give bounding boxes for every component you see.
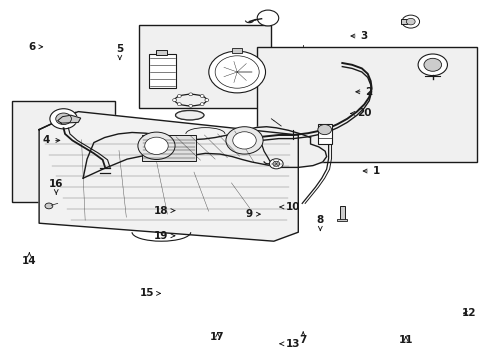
Bar [149, 54, 176, 88]
Polygon shape [58, 115, 81, 123]
Bar [142, 135, 195, 161]
Bar [339, 206, 344, 220]
Circle shape [204, 99, 208, 102]
Text: 19: 19 [154, 231, 174, 241]
Circle shape [269, 159, 283, 169]
Circle shape [45, 203, 53, 209]
Bar [156, 50, 167, 55]
Circle shape [172, 99, 176, 102]
Polygon shape [83, 127, 326, 178]
Text: 10: 10 [280, 202, 300, 212]
Text: 2: 2 [355, 87, 372, 97]
Text: 15: 15 [139, 288, 160, 298]
Polygon shape [39, 112, 298, 241]
Text: 9: 9 [245, 209, 260, 219]
Text: 4: 4 [42, 135, 60, 145]
Text: 7: 7 [299, 332, 306, 345]
Text: 6: 6 [28, 42, 42, 52]
Circle shape [257, 10, 278, 26]
Text: 18: 18 [154, 206, 174, 216]
Bar [256, 47, 476, 162]
Text: 8: 8 [316, 215, 323, 230]
Ellipse shape [175, 111, 203, 120]
Bar [337, 219, 346, 221]
Text: 1: 1 [363, 166, 379, 176]
Circle shape [50, 109, 77, 129]
Bar [232, 48, 242, 53]
Circle shape [225, 127, 263, 154]
Circle shape [138, 132, 175, 159]
Text: 20: 20 [350, 108, 371, 118]
Circle shape [417, 54, 447, 76]
Circle shape [56, 113, 71, 125]
Circle shape [272, 161, 279, 166]
Circle shape [317, 125, 331, 135]
Circle shape [200, 95, 203, 98]
Text: 3: 3 [350, 31, 367, 41]
Circle shape [232, 132, 256, 149]
Circle shape [188, 104, 192, 107]
Circle shape [177, 103, 181, 105]
Text: 14: 14 [22, 253, 37, 266]
Text: 5: 5 [116, 44, 123, 59]
Circle shape [188, 93, 192, 96]
Text: 12: 12 [461, 308, 476, 318]
Circle shape [423, 58, 441, 71]
Text: 11: 11 [398, 335, 412, 345]
Circle shape [401, 15, 419, 28]
Circle shape [144, 137, 168, 154]
Circle shape [208, 51, 265, 93]
Circle shape [406, 18, 414, 25]
Circle shape [200, 103, 203, 105]
Bar [12, 101, 115, 202]
Text: 16: 16 [49, 179, 63, 194]
Circle shape [177, 95, 181, 98]
Bar [317, 124, 331, 144]
Text: 17: 17 [210, 332, 224, 342]
Bar [400, 19, 406, 24]
Bar [139, 25, 271, 108]
Text: 13: 13 [280, 339, 300, 349]
